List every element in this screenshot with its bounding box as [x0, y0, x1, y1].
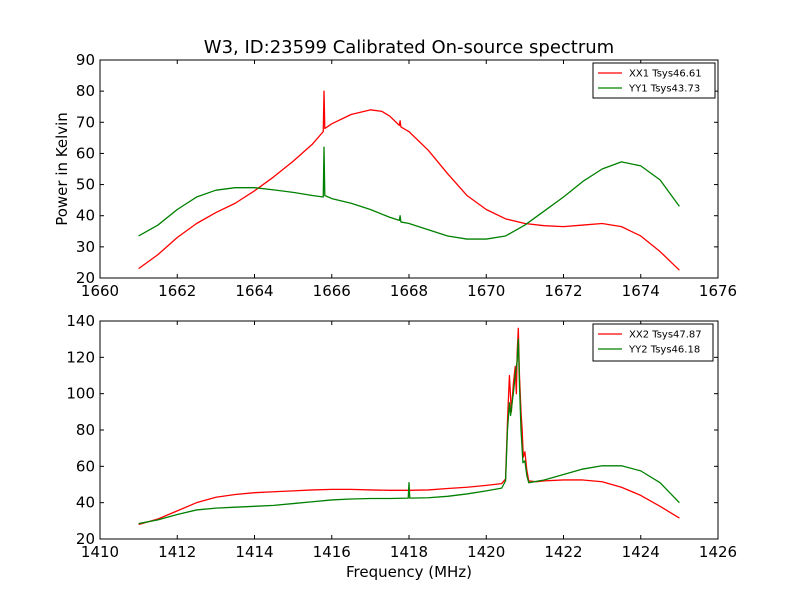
series-line-yy2: [138, 338, 680, 525]
legend-label: YY1 Tsys43.73: [628, 84, 700, 95]
x-tick-label: 1666: [313, 282, 351, 300]
y-tick-label: 70: [76, 113, 95, 131]
y-tick-label: 40: [76, 494, 95, 512]
chart-title: W3, ID:23599 Calibrated On-source spectr…: [204, 37, 614, 58]
series-line-xx2: [138, 327, 680, 526]
legend-box: [592, 323, 714, 362]
x-axis-label: Frequency (MHz): [346, 563, 472, 581]
y-tick-label: 90: [76, 51, 95, 69]
y-tick-label: 40: [76, 207, 95, 225]
x-tick-label: 1660: [81, 282, 119, 300]
x-tick-label: 1664: [235, 282, 273, 300]
y-tick-label: 20: [76, 269, 95, 287]
x-tick-label: 1676: [699, 282, 737, 300]
x-tick-label: 1668: [390, 282, 428, 300]
x-tick-label: 1426: [699, 543, 737, 561]
plot-frame: [99, 59, 719, 279]
bottom-panel: Frequency (MHz) 1410 1412 1414 1416 1418 1420…: [66, 312, 737, 581]
y-tick-label: 60: [76, 144, 95, 162]
x-tick-label: 1410: [81, 543, 119, 561]
legend-label: XX2 Tsys47.87: [629, 330, 702, 341]
y-tick-label: 80: [76, 82, 95, 100]
axis-ticks: 1660 1662 1664 1666 1668 1670 1672 1674 1676 20 30…: [76, 51, 737, 300]
series-line-yy1: [138, 146, 680, 240]
y-tick-label: 120: [66, 348, 95, 366]
x-tick-label: 1662: [158, 282, 196, 300]
y-tick-label: 30: [76, 238, 95, 256]
x-tick-label: 1424: [622, 543, 660, 561]
y-axis-label: Power in Kelvin: [53, 112, 71, 226]
axis-ticks: 1410 1412 1414 1416 1418 1420 1422 1424 1426 20 40…: [66, 312, 737, 561]
y-tick-label: 100: [66, 385, 95, 403]
y-tick-label: 60: [76, 457, 95, 475]
legend-label: YY2 Tsys46.18: [628, 345, 700, 356]
x-tick-label: 1672: [544, 282, 582, 300]
y-tick-label: 140: [66, 312, 95, 330]
legend-box: [592, 62, 716, 99]
x-tick-label: 1422: [544, 543, 582, 561]
y-tick-label: 50: [76, 176, 95, 194]
plot-frame: [99, 320, 719, 540]
y-tick-label: 20: [76, 530, 95, 548]
series-line-xx1: [138, 90, 680, 271]
x-tick-label: 1414: [235, 543, 273, 561]
legend: XX1 Tsys46.61 YY1 Tsys43.73: [592, 62, 716, 99]
x-tick-label: 1418: [390, 543, 428, 561]
x-tick-label: 1412: [158, 543, 196, 561]
x-tick-label: 1670: [467, 282, 505, 300]
x-tick-label: 1420: [467, 543, 505, 561]
plot-lines: [138, 327, 680, 526]
legend-label: XX1 Tsys46.61: [629, 69, 702, 80]
legend: XX2 Tsys47.87 YY2 Tsys46.18: [592, 323, 714, 362]
top-panel: W3, ID:23599 Calibrated On-source spectr…: [53, 37, 737, 300]
plot-lines: [138, 90, 680, 271]
x-tick-label: 1416: [313, 543, 351, 561]
x-tick-label: 1674: [622, 282, 660, 300]
y-tick-label: 80: [76, 421, 95, 439]
